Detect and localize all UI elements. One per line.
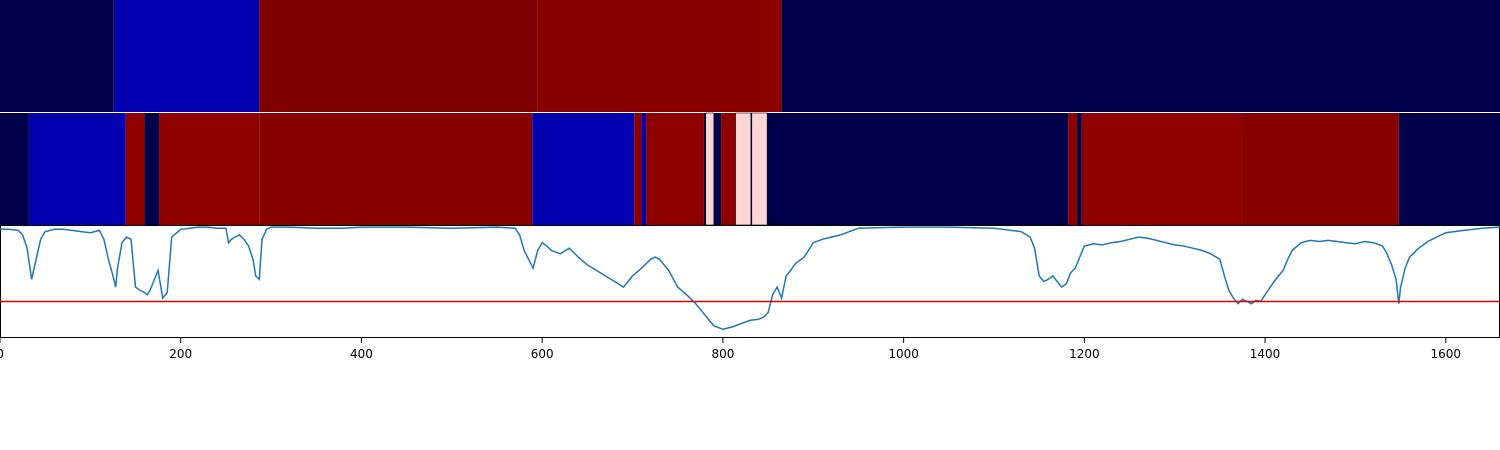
x-axis: 0 200 400 600 800 1000 1200 1400 1600 <box>0 338 1461 361</box>
x-tick-label: 1600 <box>1431 347 1462 361</box>
x-tick-label: 400 <box>350 347 373 361</box>
segment-track-2-block <box>767 113 1069 225</box>
x-tick-label: 0 <box>0 347 4 361</box>
segment-track-2-block <box>751 112 768 226</box>
segment-track-1-block <box>0 0 114 112</box>
segment-track-1 <box>0 0 1500 112</box>
segment-track-2-block <box>28 113 126 225</box>
segment-track-2-block <box>735 112 752 226</box>
segment-track-2-block <box>144 113 160 225</box>
segment-track-2-block <box>713 113 722 225</box>
segment-track-2-block <box>634 113 642 225</box>
x-tick-label: 1200 <box>1069 347 1100 361</box>
segment-track-2-block <box>532 113 635 225</box>
x-tick-label: 600 <box>531 347 554 361</box>
segment-track-2-block <box>750 113 752 225</box>
segment-track-2-block <box>1242 113 1399 225</box>
segment-track-2-block <box>705 112 715 226</box>
x-tick-label: 1000 <box>888 347 919 361</box>
signal-panel-frame <box>0 225 1500 338</box>
segment-track-1-block <box>781 0 1500 112</box>
segment-track-2-block <box>641 113 647 225</box>
segment-track-1-block <box>537 0 782 112</box>
segment-track-1-block <box>113 0 260 112</box>
segment-track-2 <box>0 112 1500 226</box>
segment-track-2-block <box>0 113 29 225</box>
x-tick-label: 200 <box>169 347 192 361</box>
x-tick-label: 800 <box>711 347 734 361</box>
x-tick-label: 1400 <box>1250 347 1281 361</box>
segment-track-2-block <box>646 113 704 225</box>
segment-track-2-block <box>125 113 145 225</box>
segment-track-2-block <box>1081 113 1243 225</box>
segment-track-1-block <box>259 0 538 112</box>
segment-track-2-block <box>703 113 706 225</box>
signal-panel <box>0 225 1500 338</box>
segment-track-2-block <box>1068 113 1078 225</box>
segment-track-2-block <box>1398 113 1500 225</box>
segment-track-2-block <box>259 113 533 225</box>
segment-track-2-block <box>1077 113 1082 225</box>
segment-track-2-block <box>721 113 736 225</box>
segment-track-2-block <box>159 113 260 225</box>
